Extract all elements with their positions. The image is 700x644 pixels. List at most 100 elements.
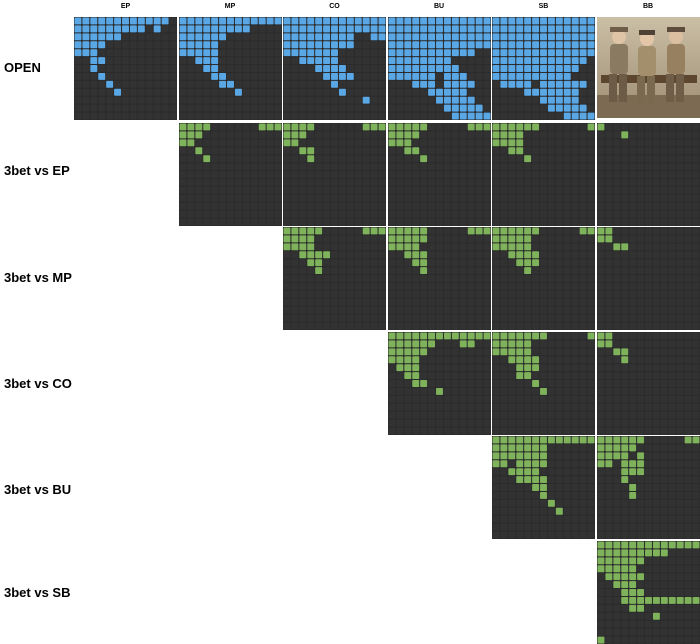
- range-cell: [467, 72, 475, 80]
- range-cell-selected: [620, 596, 628, 604]
- range-cell: [555, 298, 563, 306]
- range-cell: [451, 218, 459, 225]
- range-cell: [644, 491, 652, 499]
- range-cell-selected: [419, 57, 427, 65]
- range-cell: [388, 194, 395, 202]
- range-cell: [555, 427, 563, 434]
- range-heatmap: [388, 227, 490, 330]
- range-cell: [579, 444, 587, 452]
- range-cell: [612, 403, 620, 411]
- range-cell: [644, 339, 652, 347]
- range-cell-selected: [532, 41, 540, 49]
- range-cell-selected: [500, 65, 508, 72]
- range-cell: [587, 419, 595, 427]
- range-cell-selected: [443, 80, 451, 88]
- range-cell: [620, 411, 628, 419]
- range-cell: [579, 235, 587, 243]
- range-cell: [299, 267, 307, 275]
- range-cell-selected: [597, 444, 604, 452]
- range-cell-selected: [524, 363, 532, 371]
- range-cell: [331, 104, 338, 112]
- range-cell: [388, 202, 395, 210]
- range-cell: [684, 620, 692, 628]
- range-cell: [427, 347, 435, 355]
- range-cell: [540, 138, 547, 146]
- range-cell: [660, 419, 668, 427]
- range-cell: [179, 186, 186, 194]
- range-cell: [644, 572, 652, 580]
- range-cell: [483, 80, 490, 88]
- range-cell: [668, 218, 676, 225]
- range-cell: [597, 138, 604, 146]
- range-cell: [500, 146, 508, 154]
- range-cell: [676, 580, 684, 588]
- range-cell: [443, 339, 451, 347]
- range-cell-selected: [283, 41, 291, 49]
- range-cell: [668, 154, 676, 162]
- range-cell: [636, 218, 644, 225]
- range-cell: [563, 138, 571, 146]
- range-cell: [370, 235, 378, 243]
- range-cell: [579, 194, 587, 202]
- range-cell: [660, 259, 668, 267]
- range-cell: [242, 57, 250, 65]
- range-cell: [579, 290, 587, 298]
- range-cell: [388, 411, 395, 419]
- range-cell: [500, 170, 508, 178]
- range-cell-selected: [82, 17, 90, 25]
- range-cell: [579, 210, 587, 218]
- range-cell-selected: [612, 572, 620, 580]
- range-cell: [378, 112, 386, 120]
- range-cell-selected: [210, 57, 218, 65]
- range-cell-selected: [500, 17, 508, 25]
- range-cell: [644, 154, 652, 162]
- range-cell: [435, 259, 443, 267]
- range-cell: [331, 322, 338, 330]
- range-cell-selected: [419, 347, 427, 355]
- range-cell: [451, 371, 459, 379]
- range-cell: [628, 363, 636, 371]
- range-cell-selected: [210, 17, 218, 25]
- range-cell: [338, 210, 346, 218]
- range-cell: [563, 515, 571, 523]
- range-cell: [378, 290, 386, 298]
- range-cell-selected: [411, 41, 419, 49]
- range-cell: [524, 531, 532, 539]
- range-cell: [547, 130, 555, 138]
- range-cell: [283, 322, 291, 330]
- range-cell: [307, 104, 315, 112]
- range-cell: [283, 154, 291, 162]
- range-cell: [563, 332, 571, 339]
- range-cell: [636, 523, 644, 531]
- range-cell: [250, 41, 258, 49]
- range-cell: [612, 515, 620, 523]
- range-cell: [597, 523, 604, 531]
- range-cell: [291, 57, 299, 65]
- range-cell: [692, 186, 699, 194]
- range-cell-selected: [427, 25, 435, 33]
- range-cell-selected: [202, 123, 210, 130]
- range-cell: [323, 282, 331, 290]
- range-cell: [587, 290, 595, 298]
- range-cell: [604, 363, 612, 371]
- range-cell-selected: [299, 146, 307, 154]
- range-cell: [250, 123, 258, 130]
- range-cell-selected: [370, 123, 378, 130]
- range-cell: [427, 259, 435, 267]
- range-cell: [668, 235, 676, 243]
- range-cell: [323, 235, 331, 243]
- range-cell: [555, 314, 563, 322]
- range-cell: [628, 194, 636, 202]
- range-cell: [307, 112, 315, 120]
- range-cell: [242, 104, 250, 112]
- range-cell: [338, 235, 346, 243]
- range-cell: [291, 170, 299, 178]
- range-cell: [475, 403, 483, 411]
- range-cell: [467, 275, 475, 282]
- range-cell: [395, 379, 403, 387]
- range-cell: [435, 170, 443, 178]
- range-cell: [668, 251, 676, 259]
- range-cell-selected: [620, 452, 628, 460]
- range-cell: [443, 130, 451, 138]
- range-cell: [354, 41, 362, 49]
